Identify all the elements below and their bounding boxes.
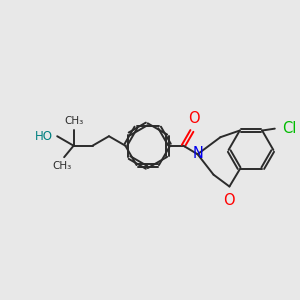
Text: Cl: Cl <box>282 121 296 136</box>
Text: N: N <box>192 146 203 161</box>
Text: CH₃: CH₃ <box>64 116 83 126</box>
Text: HO: HO <box>35 130 53 143</box>
Text: CH₃: CH₃ <box>52 160 71 171</box>
Text: O: O <box>224 193 235 208</box>
Text: O: O <box>188 111 200 126</box>
